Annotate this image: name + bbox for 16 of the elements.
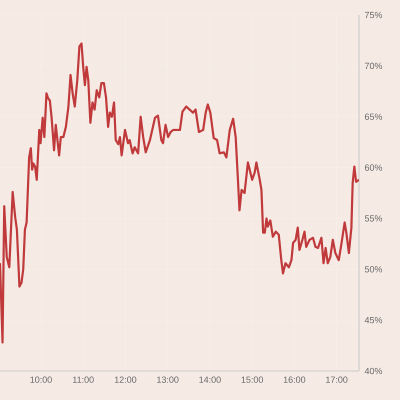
y-tick-label: 45% xyxy=(364,316,382,324)
y-tick-label: 50% xyxy=(364,266,382,272)
y-tick-label: 60% xyxy=(364,164,382,171)
x-tick-label: 17:00 xyxy=(326,376,348,383)
x-tick-label: 13:00 xyxy=(157,376,179,383)
y-tick-label: 75% xyxy=(364,12,382,18)
x-tick-label: 10:00 xyxy=(30,376,52,383)
x-tick-label: 16:00 xyxy=(284,376,306,383)
x-tick-label: 11:00 xyxy=(73,376,94,383)
y-tick-label: 40% xyxy=(364,368,382,374)
y-tick-label: 55% xyxy=(364,215,382,222)
x-tick-label: 12:00 xyxy=(114,376,136,383)
x-tick-label: 14:00 xyxy=(199,376,221,383)
y-tick-label: 70% xyxy=(364,62,382,70)
y-tick-label: 65% xyxy=(364,114,382,120)
x-tick-label: 15:00 xyxy=(242,376,264,383)
